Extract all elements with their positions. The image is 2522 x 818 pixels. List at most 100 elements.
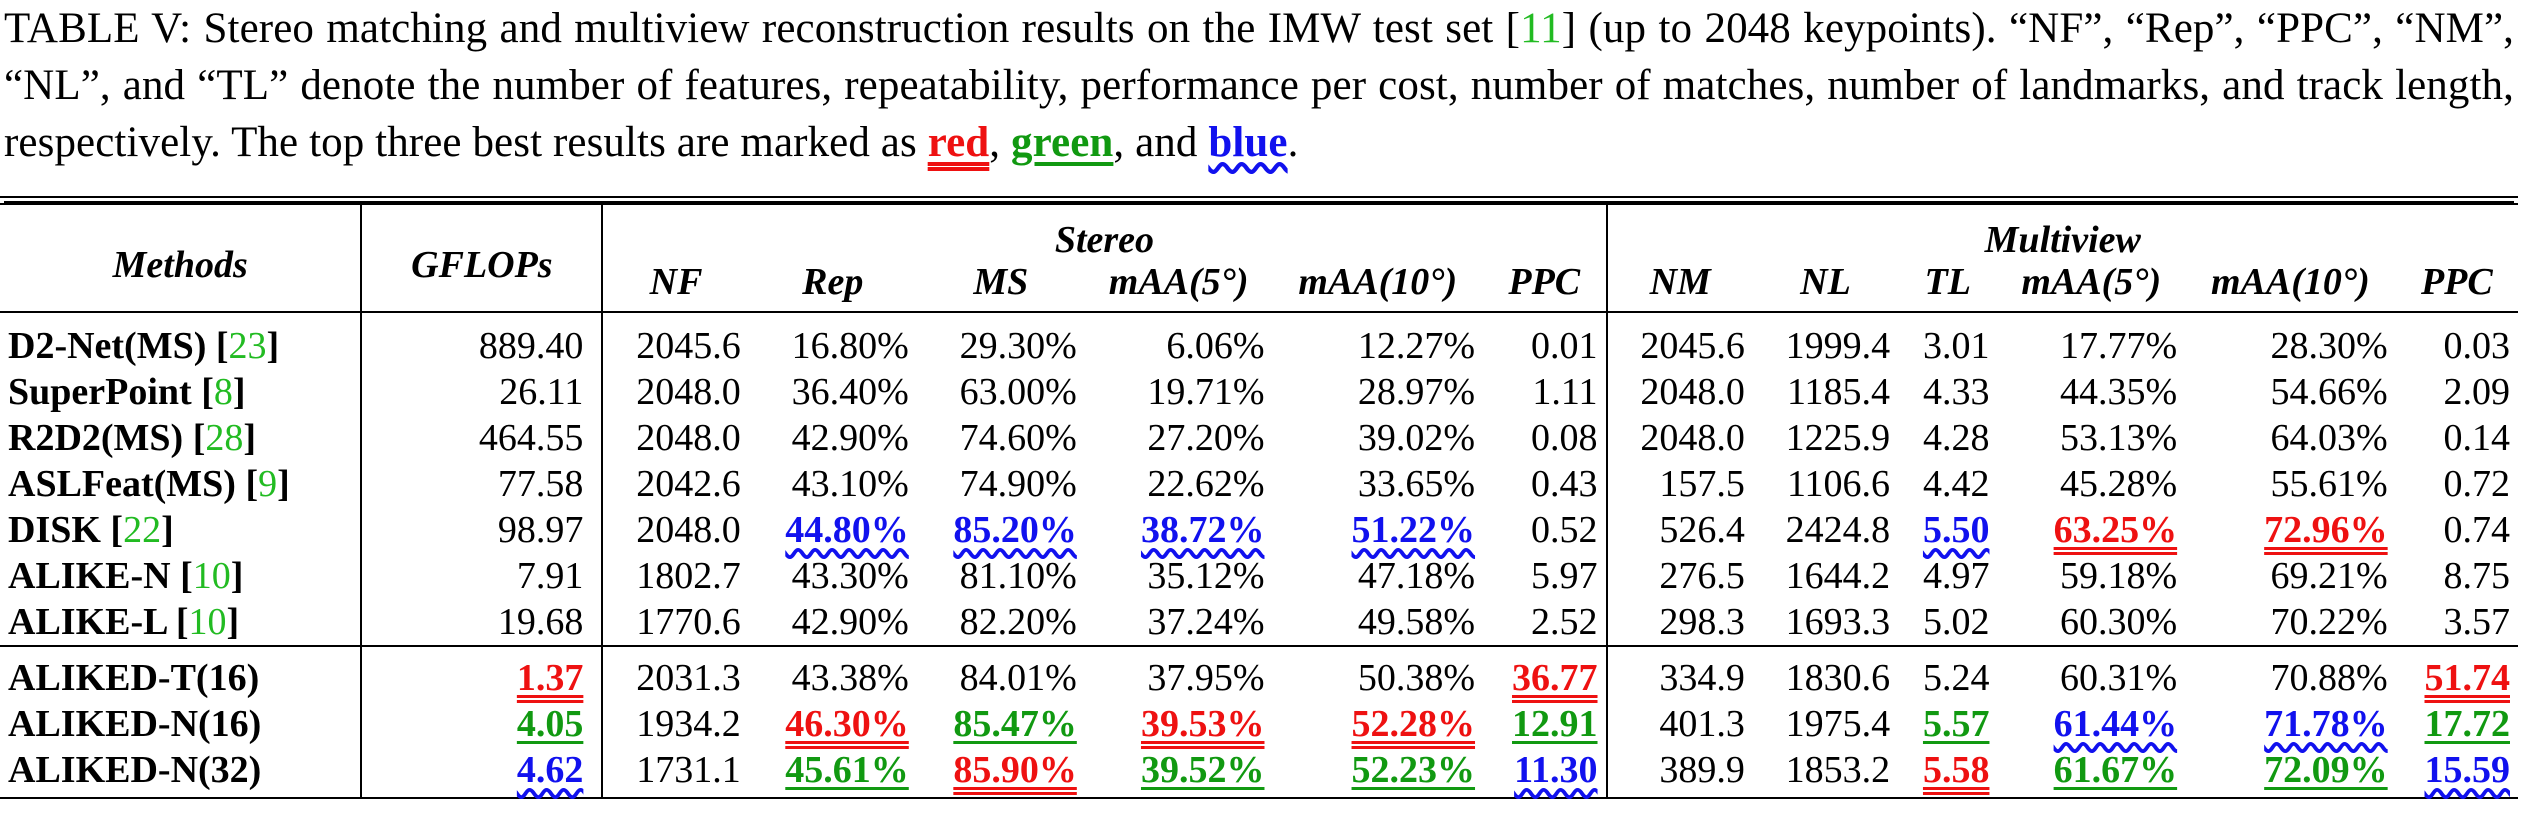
value-text: 1731.1 xyxy=(636,749,741,791)
value-cell: 0.52 xyxy=(1483,507,1608,553)
method-citation[interactable]: 22 xyxy=(123,509,162,551)
value-text: 15.59 xyxy=(2424,749,2511,791)
value-cell: 334.9 xyxy=(1606,645,1753,701)
value-text: 42.90% xyxy=(791,417,909,459)
value-text: 1644.2 xyxy=(1785,555,1891,597)
value-cell: 22.62% xyxy=(1085,461,1273,507)
value-text: 19.68 xyxy=(497,601,584,643)
value-cell: 44.35% xyxy=(1997,369,2185,415)
value-cell: 44.80% xyxy=(749,507,917,553)
value-text: 4.97 xyxy=(1922,555,1990,597)
header-stereo-col: NF xyxy=(649,261,703,303)
value-cell: 1770.6 xyxy=(602,599,748,646)
value-cell: 5.57 xyxy=(1898,701,1997,747)
value-text: 1999.4 xyxy=(1785,325,1891,367)
value-cell: 2045.6 xyxy=(1607,312,1753,369)
value-text: 44.35% xyxy=(2059,371,2178,413)
method-name: R2D2(MS) xyxy=(8,417,184,459)
method-citation[interactable]: 23 xyxy=(228,325,267,367)
value-cell: 69.21% xyxy=(2185,553,2396,599)
value-cell: 55.61% xyxy=(2185,461,2396,507)
value-cell: 61.67% xyxy=(1997,747,2185,798)
method-name: DISK xyxy=(8,509,101,551)
value-text: 8.75 xyxy=(2443,555,2511,597)
method-cell: ALIKED-N(16) xyxy=(0,701,363,747)
header-multiview-col: mAA(5°) xyxy=(2021,261,2162,303)
results-table: Methods GFLOPs Stereo Multiview NF Rep MS m… xyxy=(0,203,2518,799)
value-cell: 38.72% xyxy=(1085,507,1273,553)
value-text: 60.30% xyxy=(2059,601,2178,643)
value-cell: 2045.6 xyxy=(602,312,748,369)
value-text: 464.55 xyxy=(478,417,584,459)
method-citation[interactable]: 10 xyxy=(192,555,231,597)
value-text: 4.42 xyxy=(1922,463,1990,505)
value-cell: 52.23% xyxy=(1272,747,1483,798)
value-text: 45.28% xyxy=(2059,463,2178,505)
value-text: 36.40% xyxy=(791,371,909,413)
header-multiview-col: mAA(10°) xyxy=(2211,261,2370,303)
caption-middle: ] (up to 2048 keypoints). “NF”, “Rep”, “… xyxy=(4,5,2514,166)
header-stereo-col: mAA(5°) xyxy=(1108,261,1249,303)
value-text: 43.38% xyxy=(791,657,909,699)
value-text: 389.9 xyxy=(1659,749,1745,791)
value-cell: 6.06% xyxy=(1085,312,1273,369)
value-cell: 5.50 xyxy=(1898,507,1997,553)
method-citation[interactable]: 8 xyxy=(213,371,233,413)
value-text: 2048.0 xyxy=(1640,417,1745,459)
value-cell: 60.30% xyxy=(1997,599,2185,646)
value-text: 2042.6 xyxy=(636,463,741,505)
value-text: 85.47% xyxy=(953,703,1077,745)
value-text: 33.65% xyxy=(1357,463,1476,505)
method-citation[interactable]: 10 xyxy=(188,601,227,643)
method-citation[interactable]: 28 xyxy=(205,417,244,459)
value-text: 7.91 xyxy=(516,555,584,597)
value-cell: 26.11 xyxy=(361,369,604,415)
value-text: 98.97 xyxy=(497,509,584,551)
value-text: 5.02 xyxy=(1922,601,1990,643)
method-name: ALIKE-N xyxy=(8,555,171,597)
value-cell: 27.20% xyxy=(1085,415,1273,461)
value-text: 22.62% xyxy=(1147,463,1265,505)
value-text: 5.58 xyxy=(1922,749,1990,791)
value-cell: 0.08 xyxy=(1483,415,1608,461)
value-cell: 4.62 xyxy=(361,747,604,798)
header-methods: Methods xyxy=(0,204,363,312)
value-text: 0.43 xyxy=(1531,463,1598,505)
table-row: D2-Net(MS) [23] 889.40 2045.6 16.80% 29.30% 6… xyxy=(0,312,2518,369)
value-text: 51.74 xyxy=(2424,657,2511,699)
value-text: 1106.6 xyxy=(1786,463,1891,505)
value-cell: 276.5 xyxy=(1607,553,1753,599)
value-cell: 1644.2 xyxy=(1753,553,1898,599)
value-text: 43.30% xyxy=(791,555,909,597)
value-cell: 17.77% xyxy=(1997,312,2185,369)
value-cell: 72.96% xyxy=(2185,507,2396,553)
value-text: 63.00% xyxy=(959,371,1077,413)
table-row: R2D2(MS) [28] 464.55 2048.0 42.90% 74.60% 27.… xyxy=(0,415,2518,461)
method-citation[interactable]: 9 xyxy=(258,463,278,505)
table-row: ASLFeat(MS) [9] 77.58 2042.6 43.10% 74.90% 22… xyxy=(0,461,2518,507)
value-cell: 0.14 xyxy=(2396,415,2518,461)
value-text: 44.80% xyxy=(785,509,909,551)
value-text: 2045.6 xyxy=(636,325,741,367)
value-text: 16.80% xyxy=(791,325,909,367)
value-text: 28.30% xyxy=(2270,325,2388,367)
value-text: 72.09% xyxy=(2264,749,2388,791)
method-cell: ASLFeat(MS) [9] xyxy=(0,461,363,507)
value-text: 59.18% xyxy=(2059,555,2178,597)
value-cell: 51.22% xyxy=(1272,507,1483,553)
table-row: ALIKED-N(32) 4.62 1731.1 45.61% 85.90% 39.52%… xyxy=(0,747,2518,798)
value-text: 51.22% xyxy=(1351,509,1476,551)
value-text: 1.11 xyxy=(1532,371,1598,413)
caption-citation[interactable]: 11 xyxy=(1520,5,1562,52)
value-cell: 82.20% xyxy=(917,599,1085,646)
value-cell: 19.71% xyxy=(1085,369,1273,415)
method-cell: ALIKED-T(16) xyxy=(0,645,363,701)
value-cell: 401.3 xyxy=(1607,701,1753,747)
value-cell: 1106.6 xyxy=(1753,461,1898,507)
value-cell: 16.80% xyxy=(749,312,917,369)
value-cell: 64.03% xyxy=(2185,415,2396,461)
value-text: 12.91 xyxy=(1512,703,1598,745)
table-row: DISK [22] 98.97 2048.0 44.80% 85.20% 38.72% 51… xyxy=(0,507,2518,553)
value-cell: 98.97 xyxy=(361,507,604,553)
value-cell: 1731.1 xyxy=(602,747,748,798)
